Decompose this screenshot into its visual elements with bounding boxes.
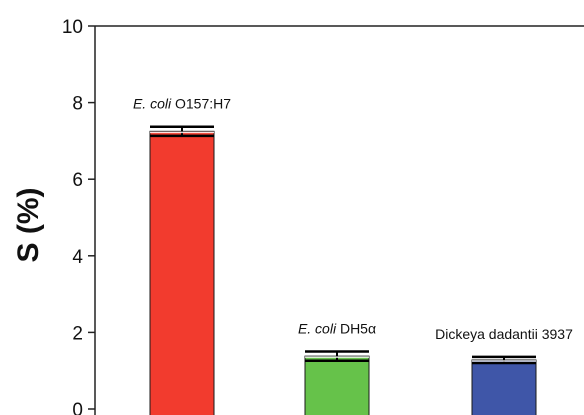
bar [304, 355, 370, 415]
y-axis-ticks: 0 2 4 6 8 10 [62, 17, 95, 415]
y-tick-label: 6 [72, 170, 83, 191]
bar-label-italic-part: E. coli [298, 321, 337, 337]
error-bar [150, 125, 214, 138]
error-bar [305, 350, 369, 362]
y-tick-label: 10 [62, 17, 83, 38]
y-axis-label: S (%) [12, 188, 45, 263]
error-bar [472, 355, 536, 365]
bar-category-label: Dickeya dadantii 3937 [435, 326, 573, 342]
bar [149, 130, 215, 415]
bar [471, 359, 537, 415]
bar-label-normal-part: O157:H7 [171, 96, 231, 112]
y-tick-label: 2 [72, 323, 83, 344]
bar-category-label: E. coli O157:H7 [133, 96, 231, 112]
bars-group: E. coli O157:H7E. coli DH5α Dickeya dadan… [133, 96, 573, 415]
bar-label-normal-part: Dickeya dadantii 3937 [435, 326, 573, 342]
bar-label-italic-part: E. coli [133, 96, 172, 112]
bar-category-label: E. coli DH5α [298, 321, 376, 337]
chart-axes [94, 25, 584, 415]
y-tick-label: 8 [72, 94, 83, 115]
y-tick-label: 4 [72, 247, 83, 268]
bar-label-normal-part: DH5α [336, 321, 376, 337]
y-tick-label: 0 [72, 400, 83, 415]
